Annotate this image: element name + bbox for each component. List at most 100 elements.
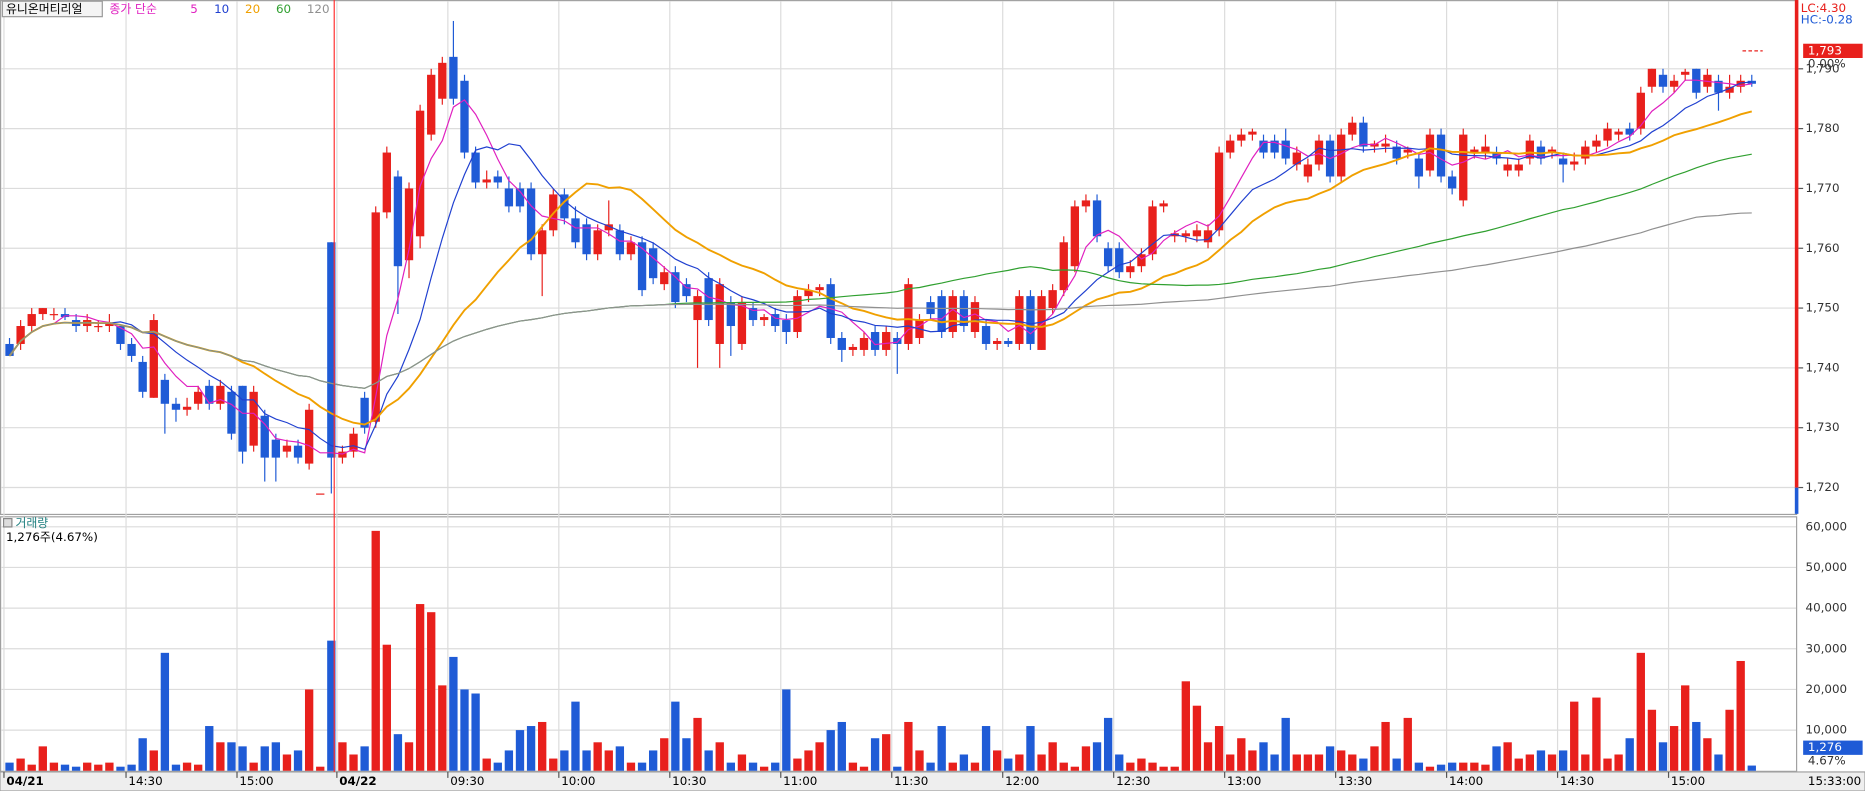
candle-body <box>948 296 957 333</box>
candle-body <box>870 332 880 350</box>
current-time: 15:33:00 <box>1808 774 1861 788</box>
volume-bar <box>1692 721 1701 771</box>
volume-bar <box>937 726 946 771</box>
candle-body <box>959 296 969 327</box>
title-box[interactable] <box>1 0 103 18</box>
volume-bar <box>648 750 658 771</box>
volume-bar <box>993 750 1002 771</box>
candle-body <box>771 314 780 327</box>
volume-bar <box>371 530 380 771</box>
marks <box>5 20 1763 771</box>
volume-bar <box>748 762 758 771</box>
volume-bar <box>826 730 835 771</box>
candle-body <box>349 433 358 452</box>
ma-legend-entry: 60 <box>276 2 291 16</box>
volume-bar <box>1148 762 1157 771</box>
moving-average <box>9 79 1752 455</box>
volume-bar <box>427 612 436 771</box>
volume-bar <box>1081 746 1091 771</box>
candle-body <box>1525 140 1534 159</box>
candle-body <box>1259 140 1268 153</box>
candle-body <box>582 224 591 255</box>
candle-body <box>460 80 469 153</box>
volume-bar <box>604 750 613 771</box>
volume-bar <box>549 758 558 771</box>
volume-bar <box>837 721 846 771</box>
volume-bar <box>1126 762 1135 771</box>
volume-bar <box>1747 765 1756 771</box>
volume-tick-label: 50,000 <box>1806 560 1848 574</box>
candle-body <box>227 391 236 434</box>
candle-body <box>504 188 514 207</box>
volume-bar <box>1181 681 1190 771</box>
volume-bar <box>1447 762 1457 771</box>
candle-body <box>482 179 491 183</box>
candle-body <box>538 230 547 255</box>
lc-label: LC:4.30 <box>1801 1 1846 15</box>
candle-body <box>415 110 425 237</box>
volume-bar <box>593 742 602 771</box>
candle-body <box>1192 230 1202 237</box>
candle-body <box>615 230 625 255</box>
candle-body <box>981 326 991 344</box>
candle-body <box>1669 80 1679 87</box>
candle-body <box>970 302 980 333</box>
candle-body <box>637 242 647 291</box>
volume-bar <box>1547 754 1557 771</box>
volume-bar <box>1192 705 1202 771</box>
candle-body <box>893 337 902 344</box>
candle-body <box>793 296 802 333</box>
candle-body <box>1203 230 1213 243</box>
volume-bar <box>682 738 691 771</box>
volume-bar <box>304 689 314 771</box>
candle-body <box>282 445 292 452</box>
candle-body <box>1115 248 1124 273</box>
candle-body <box>1470 149 1479 153</box>
candle-body <box>1714 80 1723 93</box>
candle-body <box>1703 74 1712 87</box>
volume-bar <box>1137 758 1146 771</box>
volume-bar <box>560 750 569 771</box>
volume-bar <box>327 640 336 771</box>
volume-bar <box>1558 750 1568 771</box>
candle-body <box>1103 248 1113 267</box>
last-price-label: 1,793 <box>1808 43 1842 57</box>
x-tick-label: 12:00 <box>1005 774 1039 788</box>
volume-bar <box>71 766 81 771</box>
volume-bar <box>438 685 447 771</box>
volume-bar <box>1503 742 1512 771</box>
candle-body <box>49 314 59 316</box>
candle-body <box>648 248 658 279</box>
candle-body <box>1359 122 1368 147</box>
ma-legend-entry: 10 <box>214 2 229 16</box>
volume-bar <box>127 764 136 771</box>
candle-body <box>660 272 669 285</box>
candle-body <box>1403 149 1412 153</box>
volume-bar <box>249 762 258 771</box>
candle-body <box>271 439 281 458</box>
volume-bar <box>1214 726 1224 771</box>
range-bar <box>1794 0 1799 488</box>
volume-bar <box>1514 758 1523 771</box>
volume-bar <box>1203 742 1213 771</box>
candle-body <box>1603 128 1612 141</box>
volume-bar <box>1303 754 1313 771</box>
volume-bar <box>1681 685 1690 771</box>
y-tick-label: 1,790 <box>1806 61 1840 75</box>
x-tick-label: 14:00 <box>1449 774 1483 788</box>
x-tick-label: 15:00 <box>239 774 273 788</box>
volume-bar <box>815 742 824 771</box>
volume-bar <box>759 766 769 771</box>
candle-body <box>1681 71 1690 75</box>
volume-bar <box>393 734 403 771</box>
candle-body <box>882 332 891 350</box>
volume-bar <box>205 726 214 771</box>
y-tick-label: 1,720 <box>1806 480 1840 494</box>
volume-toggle[interactable] <box>2 518 13 528</box>
y-tick-label: 1,780 <box>1806 121 1840 135</box>
volume-bar <box>782 689 791 771</box>
volume-bar <box>771 762 780 771</box>
candle-body <box>105 323 114 327</box>
candle-body <box>304 409 314 464</box>
volume-bar <box>238 746 247 771</box>
